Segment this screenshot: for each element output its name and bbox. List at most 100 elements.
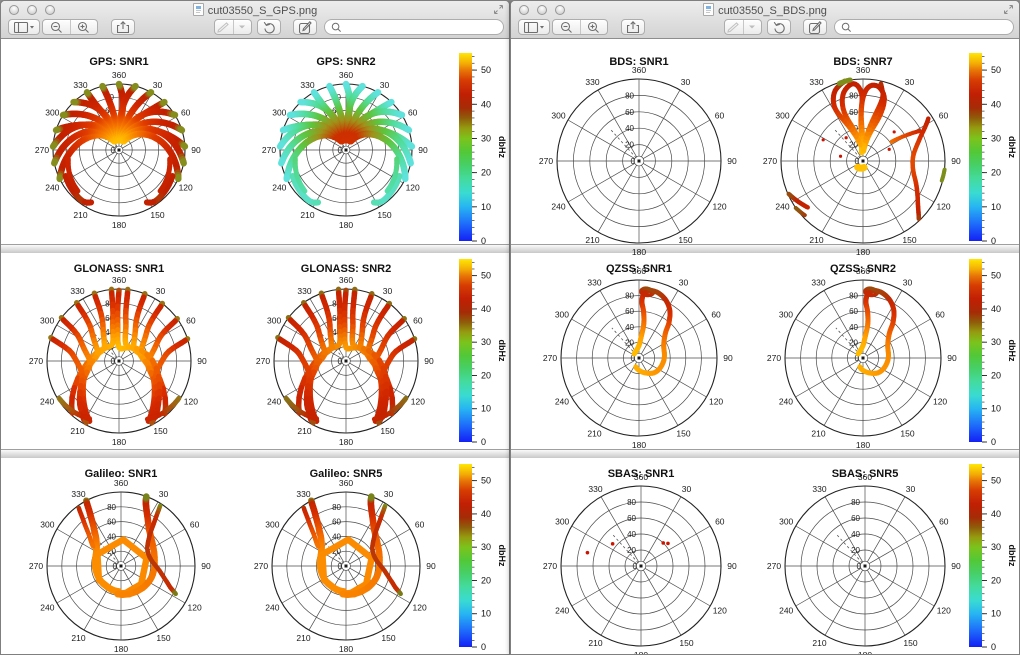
zoom-button[interactable] <box>45 5 55 15</box>
azimuth-tick-label: 270 <box>763 156 777 166</box>
azimuth-tick-label: 270 <box>29 356 43 366</box>
azimuth-tick-label: 60 <box>181 108 191 118</box>
azimuth-tick-label: 90 <box>727 156 737 166</box>
colorbar-tick-label: 50 <box>991 271 1001 281</box>
azimuth-tick-label: 90 <box>418 145 428 155</box>
azimuth-tick-label: 270 <box>767 561 781 571</box>
annotate-dropdown[interactable] <box>232 20 252 34</box>
panel-divider <box>1 244 509 245</box>
elevation-tick-label: 40 <box>851 530 860 539</box>
zoom-in-button[interactable] <box>69 20 98 34</box>
azimuth-tick-label: 210 <box>588 638 602 648</box>
azimuth-tick-label: 60 <box>935 310 945 320</box>
colorbar-tick-label: 30 <box>991 133 1001 143</box>
azimuth-tick-label: 120 <box>184 397 198 407</box>
elevation-tick-label: 60 <box>849 108 858 117</box>
azimuth-tick-label: 360 <box>339 70 353 80</box>
minimize-button[interactable] <box>27 5 37 15</box>
elevation-tick-label: 40 <box>625 124 634 133</box>
annotate-button[interactable] <box>725 20 743 34</box>
satellite-tracks <box>49 80 189 206</box>
azimuth-tick-label: 30 <box>159 489 169 499</box>
annotate-dropdown[interactable] <box>742 20 762 34</box>
sidebar-view-button[interactable] <box>8 19 40 35</box>
search-icon <box>841 22 851 32</box>
pencil-icon <box>727 21 740 33</box>
sidebar-view-button[interactable] <box>518 19 550 35</box>
elevation-tick-label: 80 <box>851 498 860 507</box>
azimuth-tick-label: 90 <box>723 353 733 363</box>
azimuth-tick-label: 150 <box>381 633 395 643</box>
azimuth-tick-label: 210 <box>809 235 823 245</box>
skyplot-glonass-snr1: 3603060901201501802102402703003302040608… <box>29 263 207 447</box>
colorbar-tick-label: 50 <box>481 476 491 486</box>
azimuth-tick-label: 210 <box>300 210 314 220</box>
colorbar-tick-label: 0 <box>481 642 486 652</box>
colorbar-tick-label: 0 <box>481 236 486 246</box>
share-button[interactable] <box>111 19 135 35</box>
azimuth-tick-label: 240 <box>40 397 54 407</box>
markup-toolbar-button[interactable] <box>293 19 317 35</box>
close-button[interactable] <box>9 5 19 15</box>
azimuth-tick-label: 210 <box>585 235 599 245</box>
satellite-dot <box>838 154 843 158</box>
elevation-tick-label: 60 <box>625 307 634 316</box>
panel-divider <box>511 244 1019 245</box>
azimuth-tick-label: 120 <box>713 606 727 616</box>
colorbar: 0 10 20 30 40 50 dbHz <box>969 53 1017 246</box>
azimuth-tick-label: 90 <box>201 561 211 571</box>
search-field[interactable] <box>324 19 504 35</box>
azimuth-tick-label: 120 <box>936 202 950 212</box>
minimize-button[interactable] <box>537 5 547 15</box>
fullscreen-icon[interactable] <box>1003 4 1014 15</box>
chevron-down-icon <box>239 25 246 29</box>
azimuth-tick-label: 30 <box>682 484 692 494</box>
azimuth-tick-label: 300 <box>775 111 789 121</box>
polar-grid: 360 30 60 90 120 150 180 210 240 270 300 330 20 40 60 8… <box>254 478 436 654</box>
colorbar-tick-label: 10 <box>991 404 1001 414</box>
share-button[interactable] <box>621 19 645 35</box>
azimuth-tick-label: 330 <box>71 489 85 499</box>
azimuth-tick-label: 180 <box>856 440 870 450</box>
markup-pencil-icon <box>808 20 822 34</box>
plot-title: GPS: SNR2 <box>316 56 375 68</box>
zoom-in-button[interactable] <box>579 20 608 34</box>
azimuth-tick-label: 60 <box>939 111 949 121</box>
plot-title: SBAS: SNR1 <box>608 468 675 480</box>
share-icon <box>117 20 129 33</box>
colorbar-unit-label: dbHz <box>497 545 507 567</box>
azimuth-tick-label: 120 <box>406 183 420 193</box>
elevation-tick-label: 20 <box>849 338 858 347</box>
zoom-button[interactable] <box>555 5 565 15</box>
elevation-tick-label: 40 <box>107 532 116 541</box>
azimuth-tick-label: 330 <box>296 489 310 499</box>
colorbar-tick-label: 20 <box>991 168 1001 178</box>
rotate-left-button[interactable] <box>767 19 791 35</box>
fullscreen-icon[interactable] <box>493 4 504 15</box>
azimuth-tick-label: 180 <box>856 247 870 257</box>
azimuth-tick-label: 360 <box>114 478 128 488</box>
window-chrome: cut03550_S_GPS.png <box>1 1 509 39</box>
annotate-button[interactable] <box>215 20 233 34</box>
colorbar-tick-label: 20 <box>481 370 491 380</box>
skyplot-sbas-snr5: 360 30 60 90 120 150 180 210 240 270 300 330 20 40 60 8… <box>767 468 961 654</box>
elevation-tick-label: 40 <box>625 323 634 332</box>
elevation-tick-label: 0 <box>633 562 638 571</box>
plot-title: SBAS: SNR5 <box>832 468 899 480</box>
azimuth-tick-label: 300 <box>267 316 281 326</box>
search-field[interactable] <box>834 19 1014 35</box>
azimuth-tick-label: 210 <box>73 210 87 220</box>
zoom-out-button[interactable] <box>553 20 580 34</box>
rotate-left-button[interactable] <box>257 19 281 35</box>
colorbar-tick-label: 40 <box>481 304 491 314</box>
traffic-lights <box>519 5 565 15</box>
window-title-area: cut03550_S_GPS.png <box>61 3 449 17</box>
elevation-tick-label: 80 <box>849 292 858 301</box>
zoom-out-button[interactable] <box>43 20 70 34</box>
azimuth-tick-label: 330 <box>73 80 87 90</box>
azimuth-tick-label: 150 <box>676 428 690 438</box>
colorbar-tick-label: 0 <box>991 236 996 246</box>
close-button[interactable] <box>519 5 529 15</box>
markup-toolbar-button[interactable] <box>803 19 827 35</box>
window-chrome: cut03550_S_BDS.png <box>511 1 1019 39</box>
